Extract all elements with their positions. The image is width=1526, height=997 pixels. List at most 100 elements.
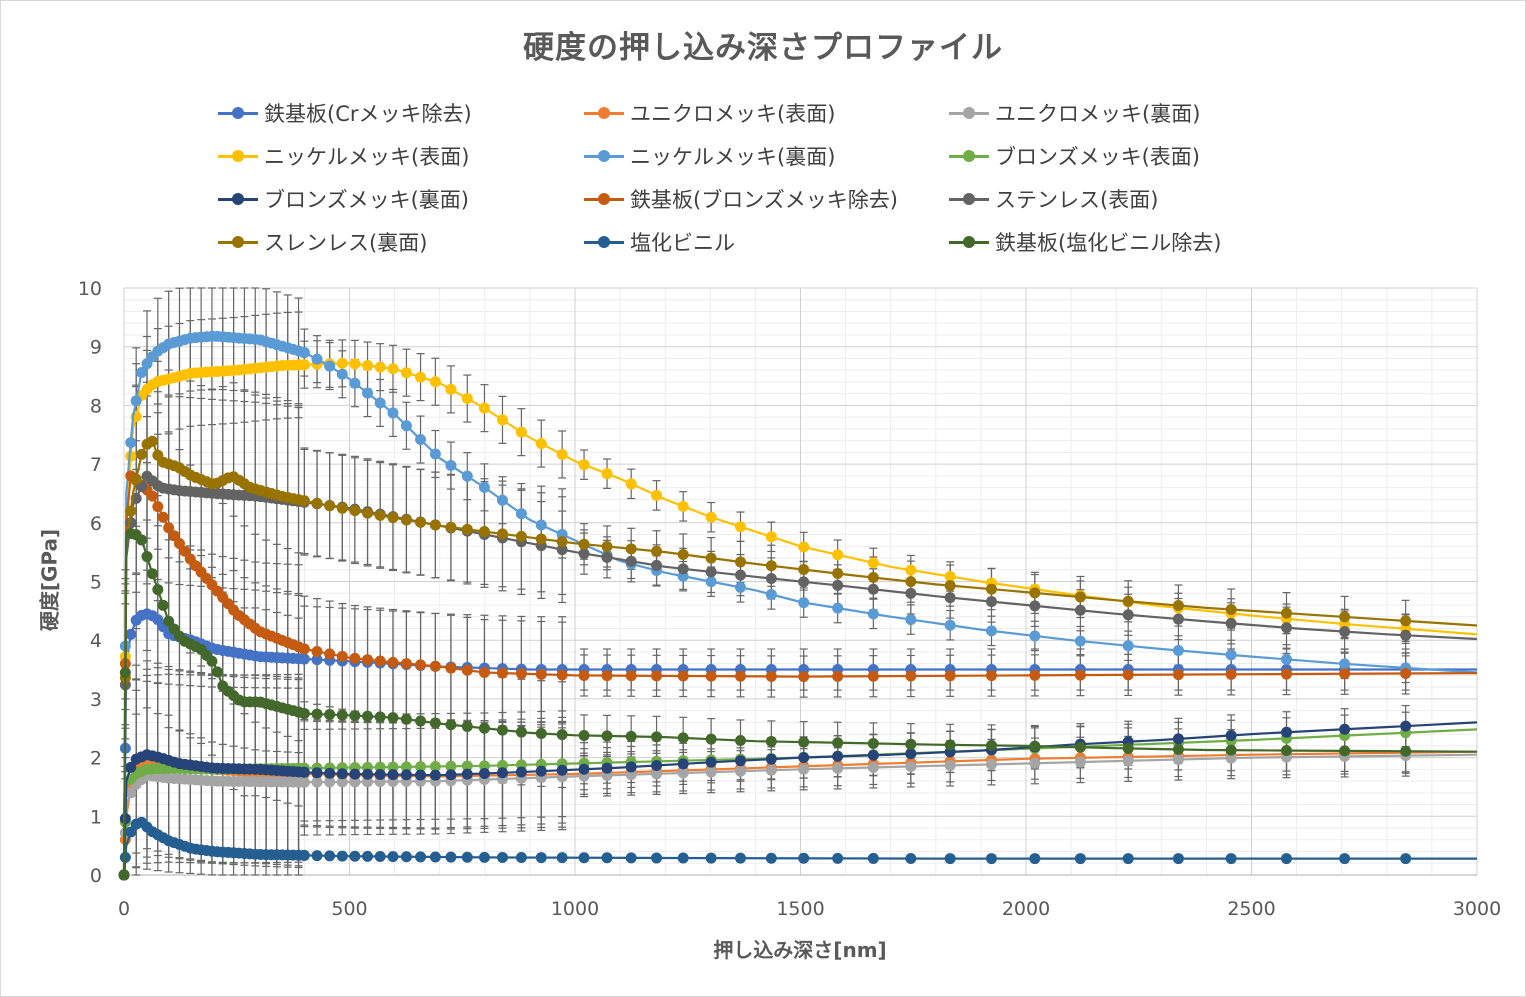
data-point <box>461 393 473 405</box>
data-point <box>311 645 323 657</box>
data-point <box>515 508 527 520</box>
legend-swatch <box>584 149 624 163</box>
data-point <box>336 768 348 780</box>
data-point <box>362 387 374 399</box>
data-point <box>1122 755 1134 767</box>
data-point <box>324 709 336 721</box>
legend-label: ユニクロメッキ(裏面) <box>995 102 1201 126</box>
data-point <box>578 852 590 864</box>
data-point <box>832 670 844 682</box>
data-point <box>415 434 427 446</box>
data-point <box>832 602 844 614</box>
data-point <box>1281 853 1293 865</box>
data-point <box>765 735 777 747</box>
data-point <box>349 358 361 370</box>
data-point <box>374 509 386 521</box>
data-point <box>429 448 441 460</box>
data-point <box>556 729 568 741</box>
data-point <box>651 768 663 780</box>
legend-swatch <box>584 235 624 249</box>
legend-label: 塩化ビニル <box>630 231 735 255</box>
data-point <box>173 538 185 550</box>
data-point <box>374 397 386 409</box>
data-point <box>515 766 527 778</box>
data-point <box>400 367 412 379</box>
data-point <box>985 758 997 770</box>
data-point <box>765 588 777 600</box>
data-point <box>1172 743 1184 755</box>
legend-item: ブロンズメッキ(裏面) <box>218 182 469 216</box>
data-point <box>944 853 956 865</box>
data-point <box>1074 741 1086 753</box>
y-tick-label: 4 <box>90 630 102 652</box>
data-point <box>415 761 427 773</box>
data-point <box>705 511 717 523</box>
data-point <box>1339 626 1351 638</box>
legend-swatch <box>218 149 258 163</box>
data-point <box>1172 613 1184 625</box>
data-point <box>400 514 412 526</box>
data-point <box>535 668 547 680</box>
legend-item: 塩化ビニル <box>584 225 735 259</box>
data-point <box>677 563 689 575</box>
data-point <box>445 662 457 674</box>
data-point <box>415 659 427 671</box>
data-point <box>734 569 746 581</box>
data-point <box>944 580 956 592</box>
data-point <box>1122 640 1134 652</box>
data-point <box>461 768 473 780</box>
data-point <box>515 668 527 680</box>
y-tick-label: 0 <box>90 865 102 887</box>
data-point <box>556 852 568 864</box>
data-point <box>515 726 527 738</box>
data-point <box>146 490 158 502</box>
data-point <box>515 426 527 438</box>
data-point <box>445 460 457 472</box>
y-tick-label: 2 <box>90 748 102 770</box>
data-point <box>415 371 427 383</box>
data-point <box>677 548 689 560</box>
data-point <box>374 768 386 780</box>
data-point <box>798 576 810 588</box>
legend-label: ニッケルメッキ(表面) <box>264 145 470 169</box>
data-point <box>1172 733 1184 745</box>
data-point <box>1029 757 1041 769</box>
data-point <box>429 717 441 729</box>
legend-label: 鉄基板(Crメッキ除去) <box>264 102 472 126</box>
legend-item: 鉄基板(Crメッキ除去) <box>218 96 472 130</box>
y-tick-label: 7 <box>90 454 102 476</box>
data-point <box>705 566 717 578</box>
data-point <box>374 655 386 667</box>
data-point <box>146 568 158 580</box>
data-point <box>905 564 917 576</box>
legend-label: 鉄基板(ブロンズメッキ除去) <box>630 188 898 212</box>
y-tick-label: 10 <box>78 278 102 300</box>
data-point <box>119 851 131 863</box>
data-point <box>556 536 568 548</box>
data-point <box>429 660 441 672</box>
data-point <box>1225 744 1237 756</box>
data-point <box>400 761 412 773</box>
data-point <box>415 769 427 781</box>
data-point <box>1029 630 1041 642</box>
data-point <box>905 576 917 588</box>
legend-label: ブロンズメッキ(表面) <box>995 145 1200 169</box>
data-point <box>349 850 361 862</box>
data-point <box>867 608 879 620</box>
data-point <box>478 526 490 538</box>
data-point <box>400 420 412 432</box>
data-point <box>324 500 336 512</box>
data-point <box>677 500 689 512</box>
data-point <box>944 592 956 604</box>
data-point <box>130 395 142 407</box>
data-point <box>125 826 137 838</box>
legend-item: 鉄基板(ブロンズメッキ除去) <box>584 182 898 216</box>
data-point <box>832 762 844 774</box>
data-point <box>324 767 336 779</box>
data-point <box>1400 745 1412 757</box>
data-point <box>311 353 323 365</box>
data-point <box>336 776 348 788</box>
data-point <box>1281 653 1293 665</box>
data-point <box>832 737 844 749</box>
data-point <box>400 769 412 781</box>
